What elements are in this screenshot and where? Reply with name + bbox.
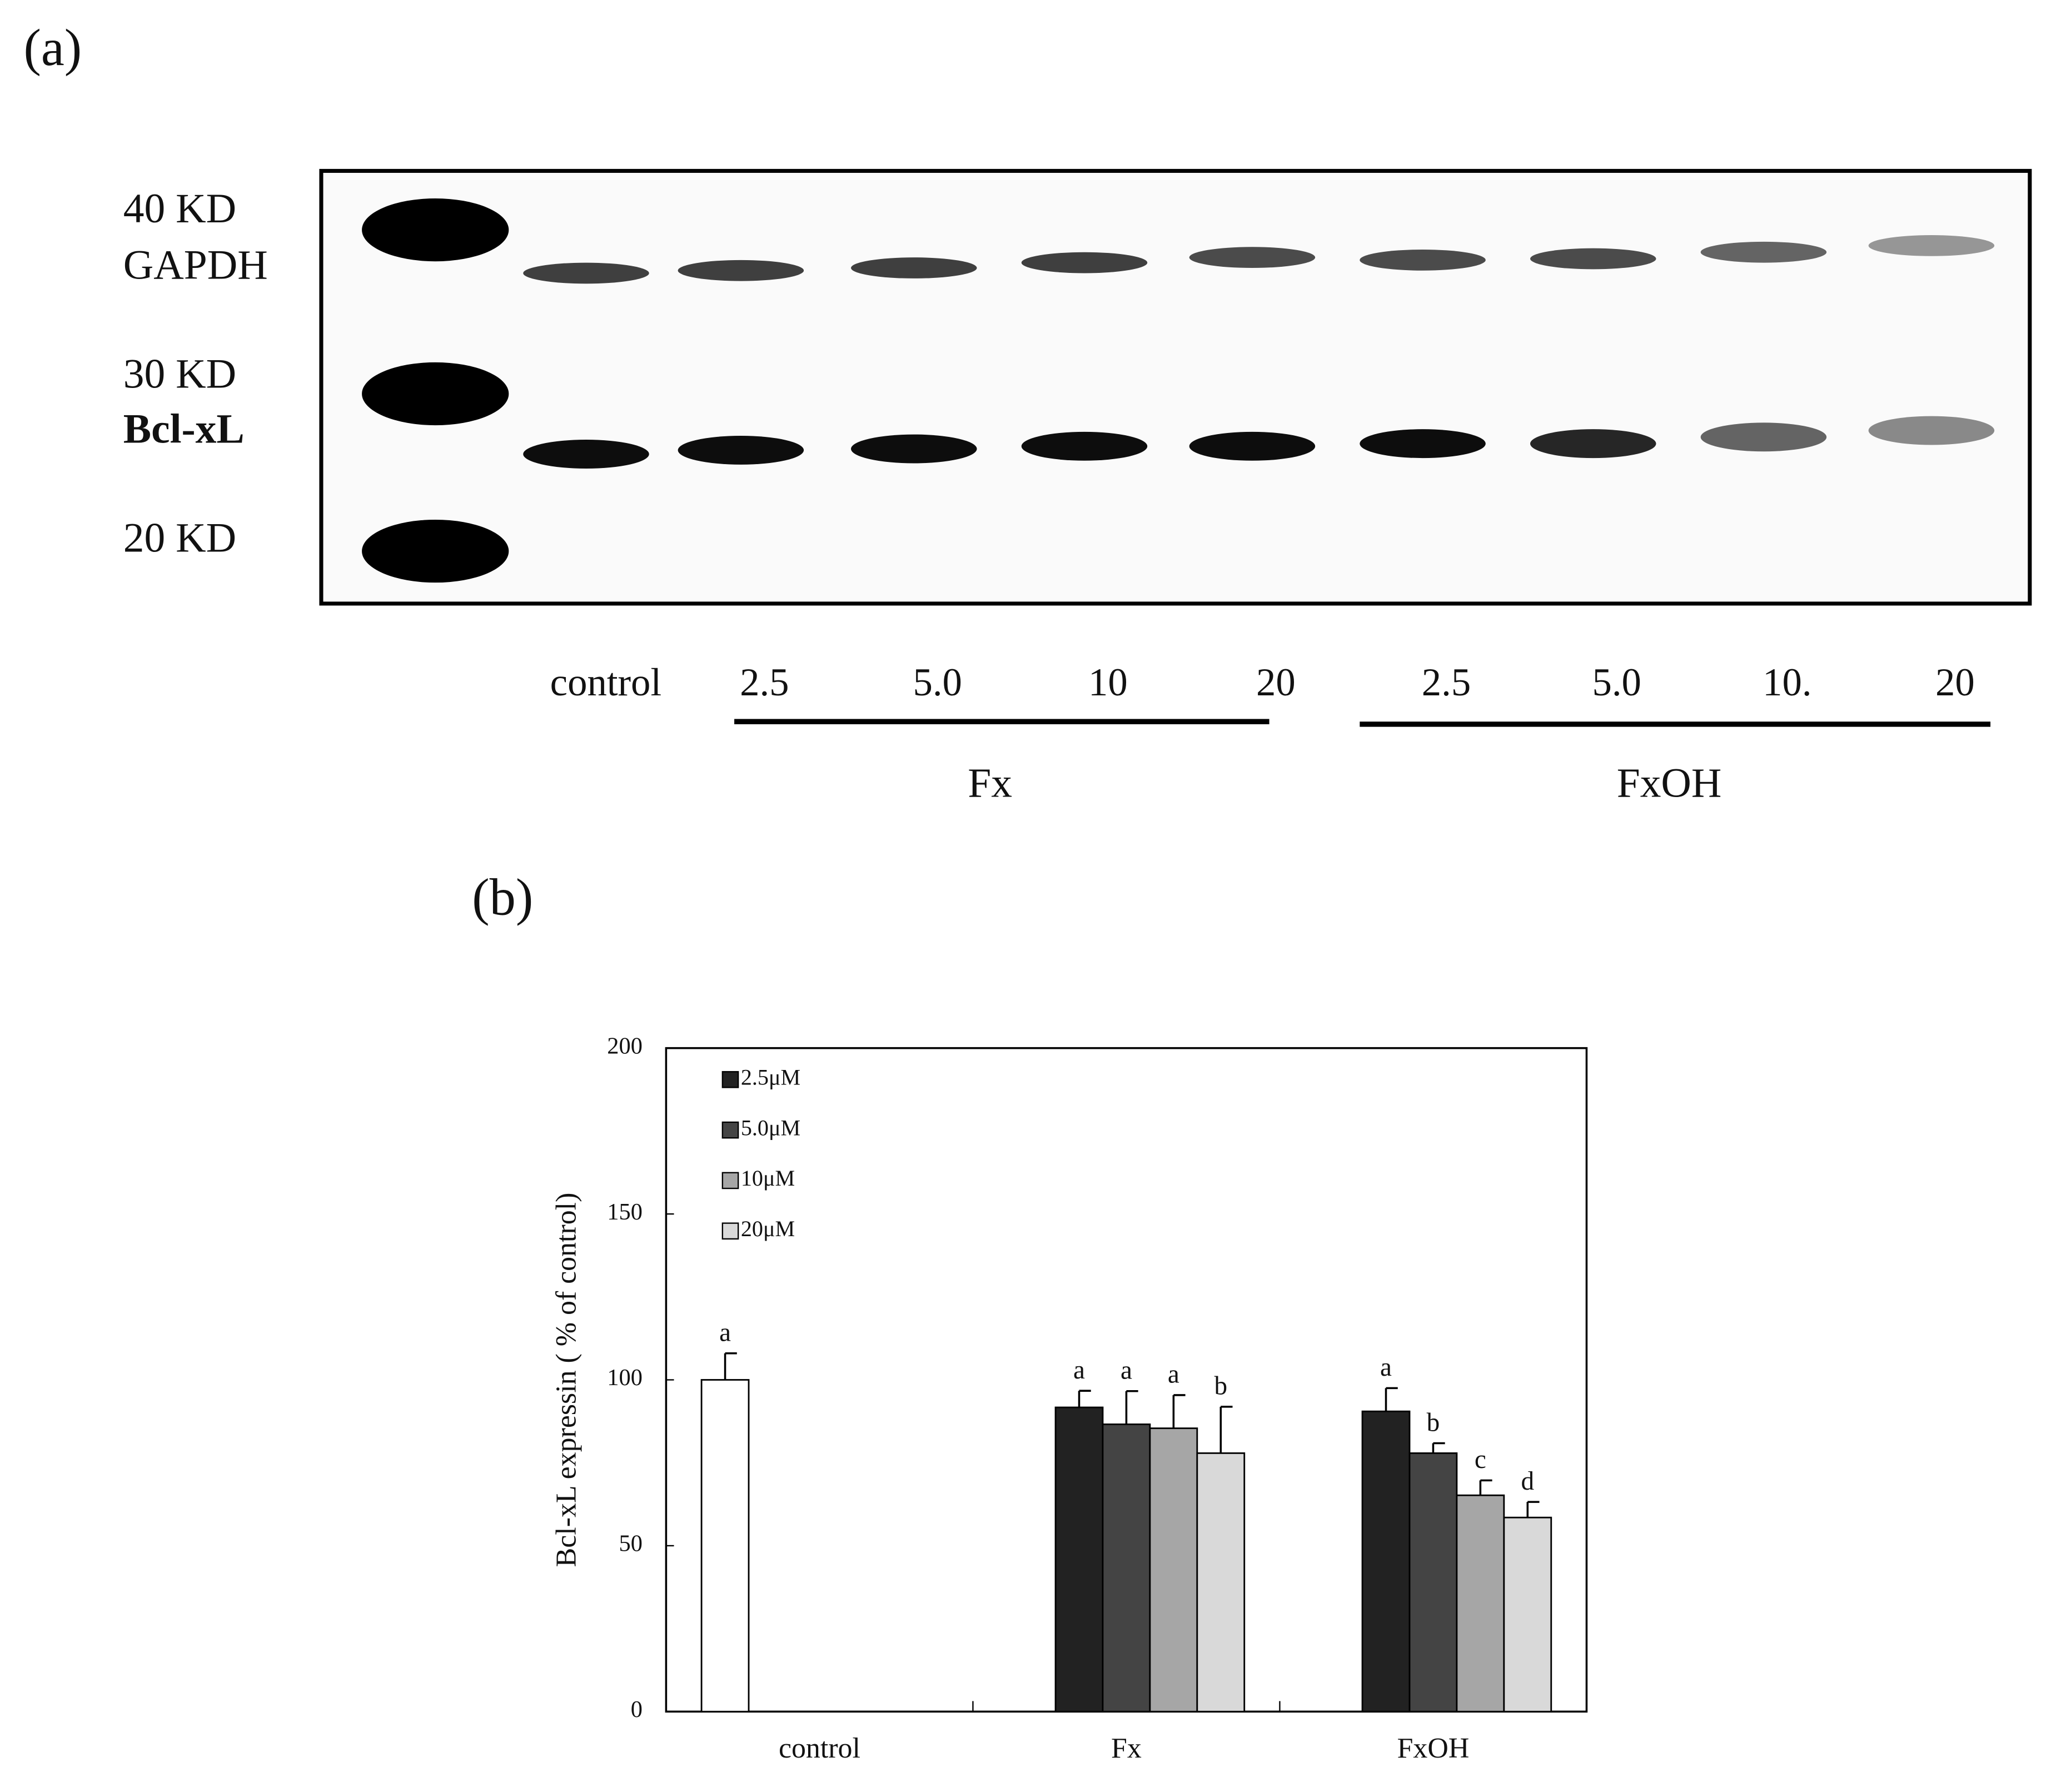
- legend-swatch: [721, 1172, 739, 1189]
- lane-label: 10.: [1763, 661, 1811, 704]
- lane-label: 5.0: [1592, 661, 1641, 704]
- blot-frame: [319, 168, 2032, 606]
- ladder-band: [362, 198, 509, 262]
- bclxl-band: [523, 440, 649, 469]
- gapdh-band: [1360, 249, 1486, 271]
- blot: [362, 198, 1995, 583]
- ladder-band: [362, 362, 509, 426]
- gapdh-band: [1189, 247, 1316, 268]
- x-tick-label: Fx: [1111, 1733, 1142, 1764]
- error-bar: [1219, 1406, 1233, 1453]
- legend-label: 10μM: [741, 1166, 795, 1191]
- bclxl-band: [1700, 422, 1827, 452]
- gapdh-band: [1868, 235, 1995, 256]
- panel-label: (a): [23, 19, 82, 77]
- legend-swatch: [721, 1071, 739, 1088]
- gapdh-band: [1700, 241, 1827, 263]
- bclxl-band: [1360, 429, 1486, 459]
- marker-label: 20 KD: [123, 515, 236, 561]
- y-tick-label: 50: [619, 1531, 642, 1557]
- significance-letter: b: [1214, 1372, 1227, 1401]
- y-tick-label: 200: [607, 1033, 643, 1059]
- y-tick-label: 100: [607, 1365, 643, 1391]
- y-tick-label: 0: [631, 1696, 643, 1723]
- legend-label: 5.0μM: [741, 1115, 800, 1140]
- lane-label: 2.5: [740, 661, 789, 704]
- marker-label: GAPDH: [123, 242, 268, 288]
- lane-label: 20: [1256, 661, 1296, 704]
- ladder-band: [362, 519, 509, 583]
- gapdh-band: [1021, 252, 1148, 273]
- bar: [1054, 1406, 1104, 1713]
- gapdh-band: [678, 260, 804, 281]
- lane-label: 20: [1935, 661, 1975, 704]
- error-bar: [1125, 1390, 1138, 1425]
- significance-letter: d: [1521, 1467, 1535, 1496]
- bclxl-band: [678, 435, 804, 465]
- lane-label: 10: [1088, 661, 1128, 704]
- x-tick-label: FxOH: [1397, 1733, 1470, 1764]
- legend-label: 2.5μM: [741, 1064, 800, 1089]
- bclxl-band: [1021, 431, 1148, 461]
- significance-letter: a: [1168, 1360, 1179, 1389]
- error-bar: [1385, 1387, 1398, 1412]
- legend-label: 20μM: [741, 1216, 795, 1241]
- panel-label: (b): [472, 868, 533, 926]
- error-bar: [1432, 1442, 1445, 1453]
- error-bar: [724, 1352, 737, 1380]
- bar: [1149, 1427, 1198, 1713]
- significance-letter: a: [1073, 1356, 1085, 1385]
- gapdh-band: [851, 257, 977, 278]
- bclxl-band: [1868, 416, 1995, 445]
- lane-label: control: [550, 661, 661, 704]
- significance-letter: a: [1121, 1356, 1132, 1385]
- error-bar: [1526, 1501, 1540, 1518]
- bar: [1456, 1494, 1505, 1713]
- lane-label: 2.5: [1422, 661, 1471, 704]
- y-tick-label: 150: [607, 1199, 643, 1225]
- group-label: FxOH: [1617, 760, 1722, 807]
- lane-label: 5.0: [913, 661, 962, 704]
- bclxl-band: [1189, 431, 1316, 461]
- group-label: Fx: [968, 760, 1012, 807]
- bclxl-band: [851, 434, 977, 464]
- x-tick-label: control: [779, 1733, 860, 1764]
- error-bar: [1078, 1390, 1091, 1408]
- gapdh-band: [1530, 248, 1656, 270]
- legend-swatch: [721, 1121, 739, 1139]
- bar: [700, 1379, 750, 1713]
- significance-letter: c: [1475, 1445, 1486, 1474]
- bar: [1361, 1410, 1411, 1713]
- marker-label: 40 KD: [123, 186, 236, 232]
- significance-letter: a: [719, 1318, 731, 1347]
- error-bar: [1172, 1394, 1186, 1428]
- bar: [1408, 1452, 1458, 1713]
- bar: [1196, 1452, 1246, 1713]
- marker-label: 30 KD: [123, 351, 236, 397]
- legend-swatch: [721, 1222, 739, 1240]
- error-bar: [1479, 1479, 1492, 1496]
- gapdh-band: [523, 262, 649, 284]
- significance-letter: a: [1380, 1353, 1392, 1382]
- bar: [1102, 1423, 1151, 1713]
- significance-letter: b: [1427, 1408, 1440, 1437]
- marker-label: Bcl-xL: [123, 406, 245, 452]
- y-axis-label: Bcl-xL expressin ( % of control): [551, 1193, 583, 1567]
- bar: [1503, 1516, 1552, 1713]
- bclxl-band: [1530, 429, 1656, 459]
